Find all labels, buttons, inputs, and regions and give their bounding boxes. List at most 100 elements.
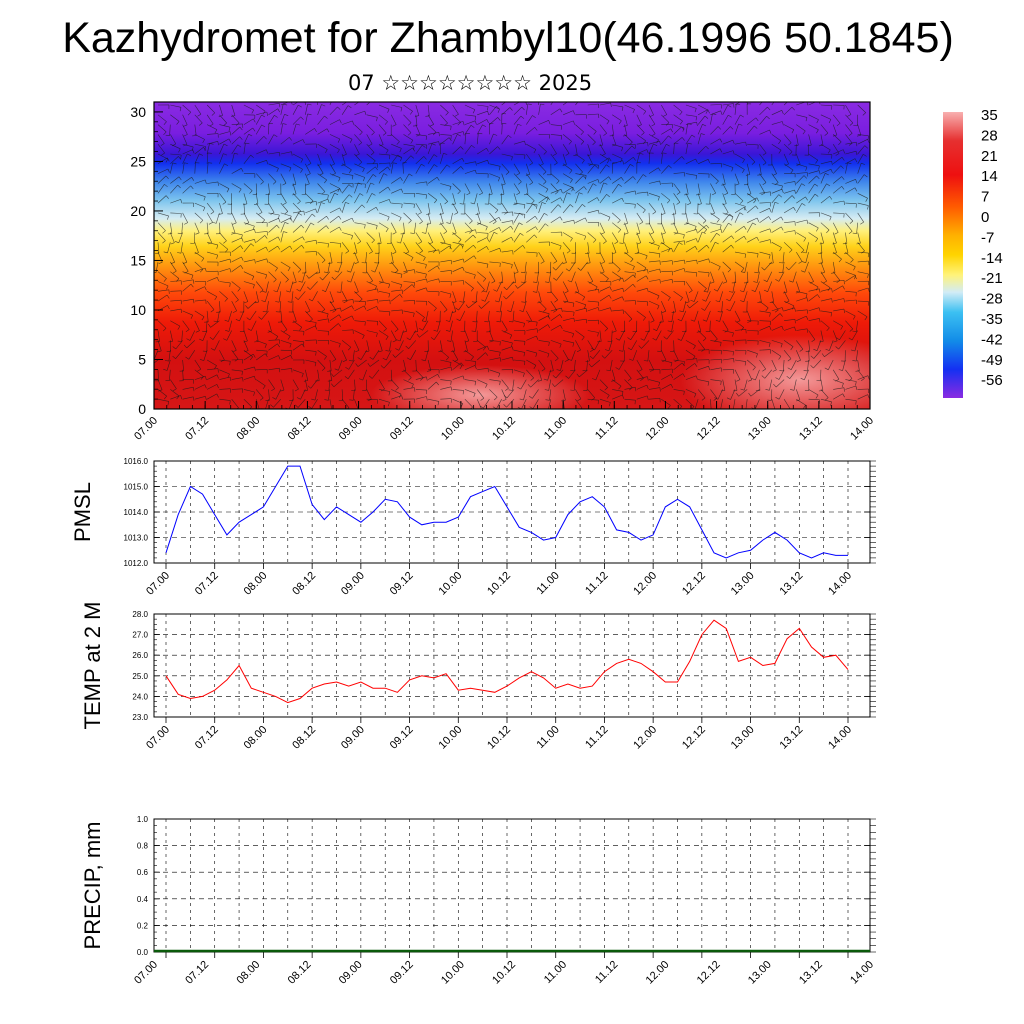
wind-barb-flag: [337, 106, 341, 110]
wind-barb: [210, 320, 220, 328]
wind-barb-flag: [454, 212, 459, 215]
wind-barb: [268, 389, 270, 401]
wind-barb: [157, 184, 165, 194]
wind-barb: [771, 359, 777, 371]
wind-barb: [243, 127, 253, 135]
wind-barb-flag: [416, 333, 420, 338]
wind-barb: [624, 164, 631, 174]
wind-barb: [747, 197, 758, 204]
wind-barb-flag: [701, 231, 706, 234]
wind-barb: [194, 143, 206, 147]
wind-barb-flag: [718, 266, 721, 271]
wind-barb: [292, 183, 297, 195]
wind-barb-flag: [855, 292, 857, 297]
wind-barb-flag: [345, 202, 350, 204]
wind-barb-flag: [705, 109, 709, 114]
wind-barb-flag: [560, 135, 563, 140]
wind-barb-flag: [773, 383, 777, 388]
wind-barb: [599, 134, 603, 146]
wind-barb: [256, 271, 267, 276]
wind-barb: [440, 366, 452, 371]
wind-barb: [231, 222, 236, 234]
wind-barb-flag: [297, 201, 301, 205]
wind-barb: [366, 340, 370, 352]
wind-barb-flag: [570, 389, 575, 391]
wind-barb-flag: [167, 305, 170, 310]
wind-barb-flag: [199, 153, 204, 156]
wind-barb: [170, 330, 173, 342]
wind-barb-flag: [382, 132, 387, 136]
wind-barb: [175, 340, 183, 350]
wind-barb: [538, 324, 548, 331]
wind-barb-flag: [446, 222, 451, 224]
wind-barb: [403, 134, 414, 141]
wind-barb-flag: [320, 202, 326, 205]
wind-barb-flag: [769, 301, 774, 303]
wind-barb-flag: [736, 392, 739, 397]
wind-barb-flag: [801, 261, 806, 263]
wind-barb: [784, 181, 795, 184]
wind-barb-flag: [388, 391, 391, 396]
wind-barb: [440, 259, 452, 263]
wind-barb: [256, 104, 266, 112]
wind-barb-flag: [708, 258, 710, 263]
wind-barb: [685, 271, 697, 273]
wind-barb: [538, 349, 550, 354]
wind-barb: [783, 281, 788, 293]
wind-barb: [673, 240, 685, 243]
wind-barb: [452, 222, 457, 234]
wind-barb: [697, 212, 707, 221]
wind-barb: [305, 113, 308, 125]
wind-barb: [720, 399, 723, 409]
wind-barb-flag: [567, 358, 572, 361]
y-tick-label: 0.2: [137, 921, 149, 930]
wind-barb-flag: [407, 122, 412, 126]
wind-barb-flag: [201, 258, 205, 262]
wind-barb: [571, 271, 576, 283]
wind-barb-flag: [560, 125, 563, 130]
wind-barb: [300, 389, 306, 400]
wind-barb: [477, 232, 489, 234]
wind-barb: [820, 196, 830, 204]
wind-barb-flag: [346, 270, 351, 273]
wind-barb-flag: [772, 173, 777, 176]
wind-barb-flag: [708, 366, 710, 371]
wind-barb: [759, 340, 771, 344]
wind-barb-flag: [249, 190, 253, 194]
wind-barb: [366, 114, 378, 118]
wind-barb: [771, 313, 781, 321]
wind-barb: [366, 232, 375, 241]
wind-barb-flag: [580, 141, 585, 145]
wind-barb: [796, 281, 800, 293]
wind-barb: [501, 330, 512, 336]
wind-barb-flag: [780, 216, 784, 221]
wind-barb: [328, 389, 331, 401]
wind-barb: [206, 277, 218, 282]
wind-barb: [548, 271, 552, 283]
wind-barb-flag: [800, 270, 805, 273]
wind-barb-flag: [349, 194, 353, 198]
wind-barb: [808, 330, 816, 340]
wind-barb-flag: [831, 161, 833, 166]
wind-barb-flag: [487, 111, 490, 116]
wind-barb: [452, 291, 457, 302]
wind-barb: [292, 163, 303, 170]
wind-barb-flag: [393, 162, 398, 164]
x-tick-label: 09.00: [337, 415, 365, 443]
wind-barb-flag: [649, 369, 654, 372]
wind-barb-flag: [252, 127, 256, 132]
wind-barb: [256, 212, 265, 221]
wind-barb: [452, 258, 464, 263]
wind-barb: [622, 340, 625, 352]
wind-barb: [648, 152, 651, 164]
wind-barb-flag: [606, 395, 610, 399]
wind-barb: [354, 193, 361, 204]
wind-barb-flag: [438, 132, 440, 137]
wind-barb-flag: [370, 152, 375, 156]
wind-barb: [575, 102, 579, 106]
wind-barb-flag: [254, 259, 256, 264]
wind-barb: [697, 222, 707, 230]
wind-barb: [157, 340, 162, 351]
wind-barb-flag: [402, 330, 407, 333]
wind-barb-flag: [421, 232, 426, 234]
